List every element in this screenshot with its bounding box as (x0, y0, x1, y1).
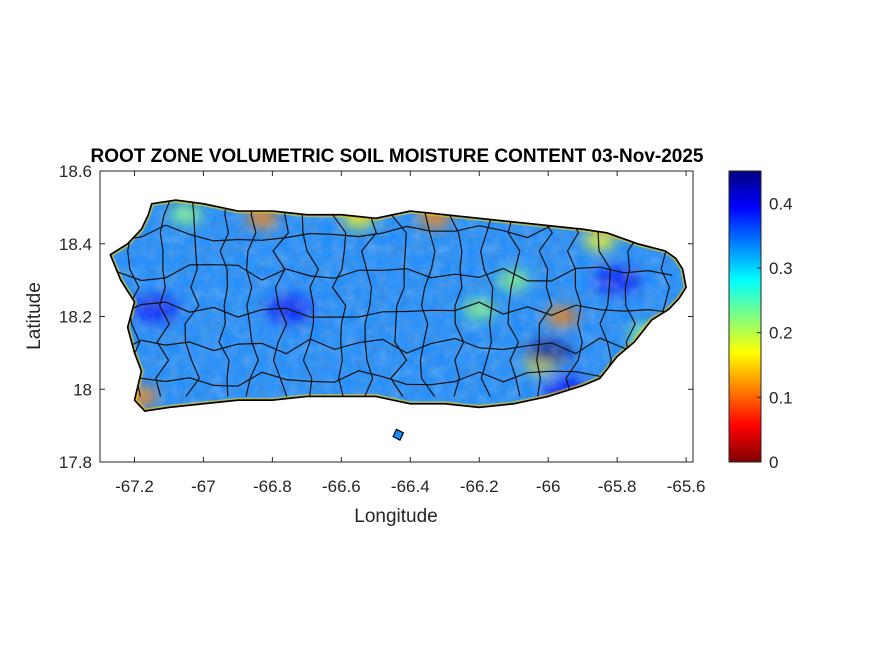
municipality-border (155, 200, 173, 397)
colorbar (728, 170, 762, 463)
municipality-border (389, 200, 408, 397)
municipality-border (116, 301, 673, 318)
small-island (392, 428, 405, 442)
y-tick-label: 18.4 (59, 235, 92, 254)
x-tick-label: -67 (191, 477, 216, 496)
municipality-border (301, 200, 320, 397)
small-islands (392, 428, 405, 442)
colorbar-ticks: 0.4 0.3 0.2 0.1 0 (757, 194, 793, 472)
x-tick-label: -66.6 (322, 477, 361, 496)
municipality-border (184, 200, 201, 397)
x-tick-label: -66.8 (253, 477, 292, 496)
colorbar-tick-label: 0.4 (769, 194, 793, 213)
x-tick-label: -66.4 (391, 477, 430, 496)
municipality-border (536, 200, 553, 397)
municipality-border (565, 200, 583, 397)
municipality-border (245, 200, 259, 397)
x-tick-label: -65.6 (667, 477, 706, 496)
municipality-border (479, 200, 494, 397)
municipality-border (448, 200, 465, 397)
municipality-border (218, 200, 230, 397)
municipality-border (116, 264, 673, 282)
colorbar-tick-label: 0.3 (769, 259, 793, 278)
municipality-border (361, 200, 377, 397)
x-tick-label: -65.8 (598, 477, 637, 496)
x-tick-label: -66 (536, 477, 561, 496)
y-axis-label: Latitude (24, 282, 45, 350)
y-tick-label: 18.6 (59, 162, 92, 181)
municipality-border (418, 200, 436, 397)
coastline (109, 199, 687, 412)
x-tick-label: -67.2 (115, 477, 154, 496)
map-title: ROOT ZONE VOLUMETRIC SOIL MOISTURE CONTE… (91, 146, 704, 167)
municipality-border (116, 337, 673, 355)
y-tick-label: 17.8 (59, 453, 92, 472)
colorbar-tick-label: 0.1 (769, 388, 793, 407)
y-tick-label: 18 (73, 380, 92, 399)
colorbar-tick-label: 0 (769, 453, 778, 472)
x-tick-label: -66.2 (460, 477, 499, 496)
colorbar-tick-label: 0.2 (769, 324, 793, 343)
x-axis-ticks: -67.2 -67 -66.8 -66.6 -66.4 -66.2 -66 -65.8 -65.… (115, 171, 705, 496)
municipality-border (507, 200, 521, 397)
municipality-border (117, 370, 673, 387)
y-axis-ticks: 18.6 18.4 18.2 18 17.8 (59, 162, 693, 472)
moisture-noise-texture (110, 200, 687, 412)
municipality-border (272, 200, 290, 397)
x-axis-label: Longitude (354, 506, 437, 527)
y-tick-label: 18.2 (59, 308, 92, 327)
municipality-border (331, 200, 349, 397)
municipality-boundaries (116, 200, 673, 397)
